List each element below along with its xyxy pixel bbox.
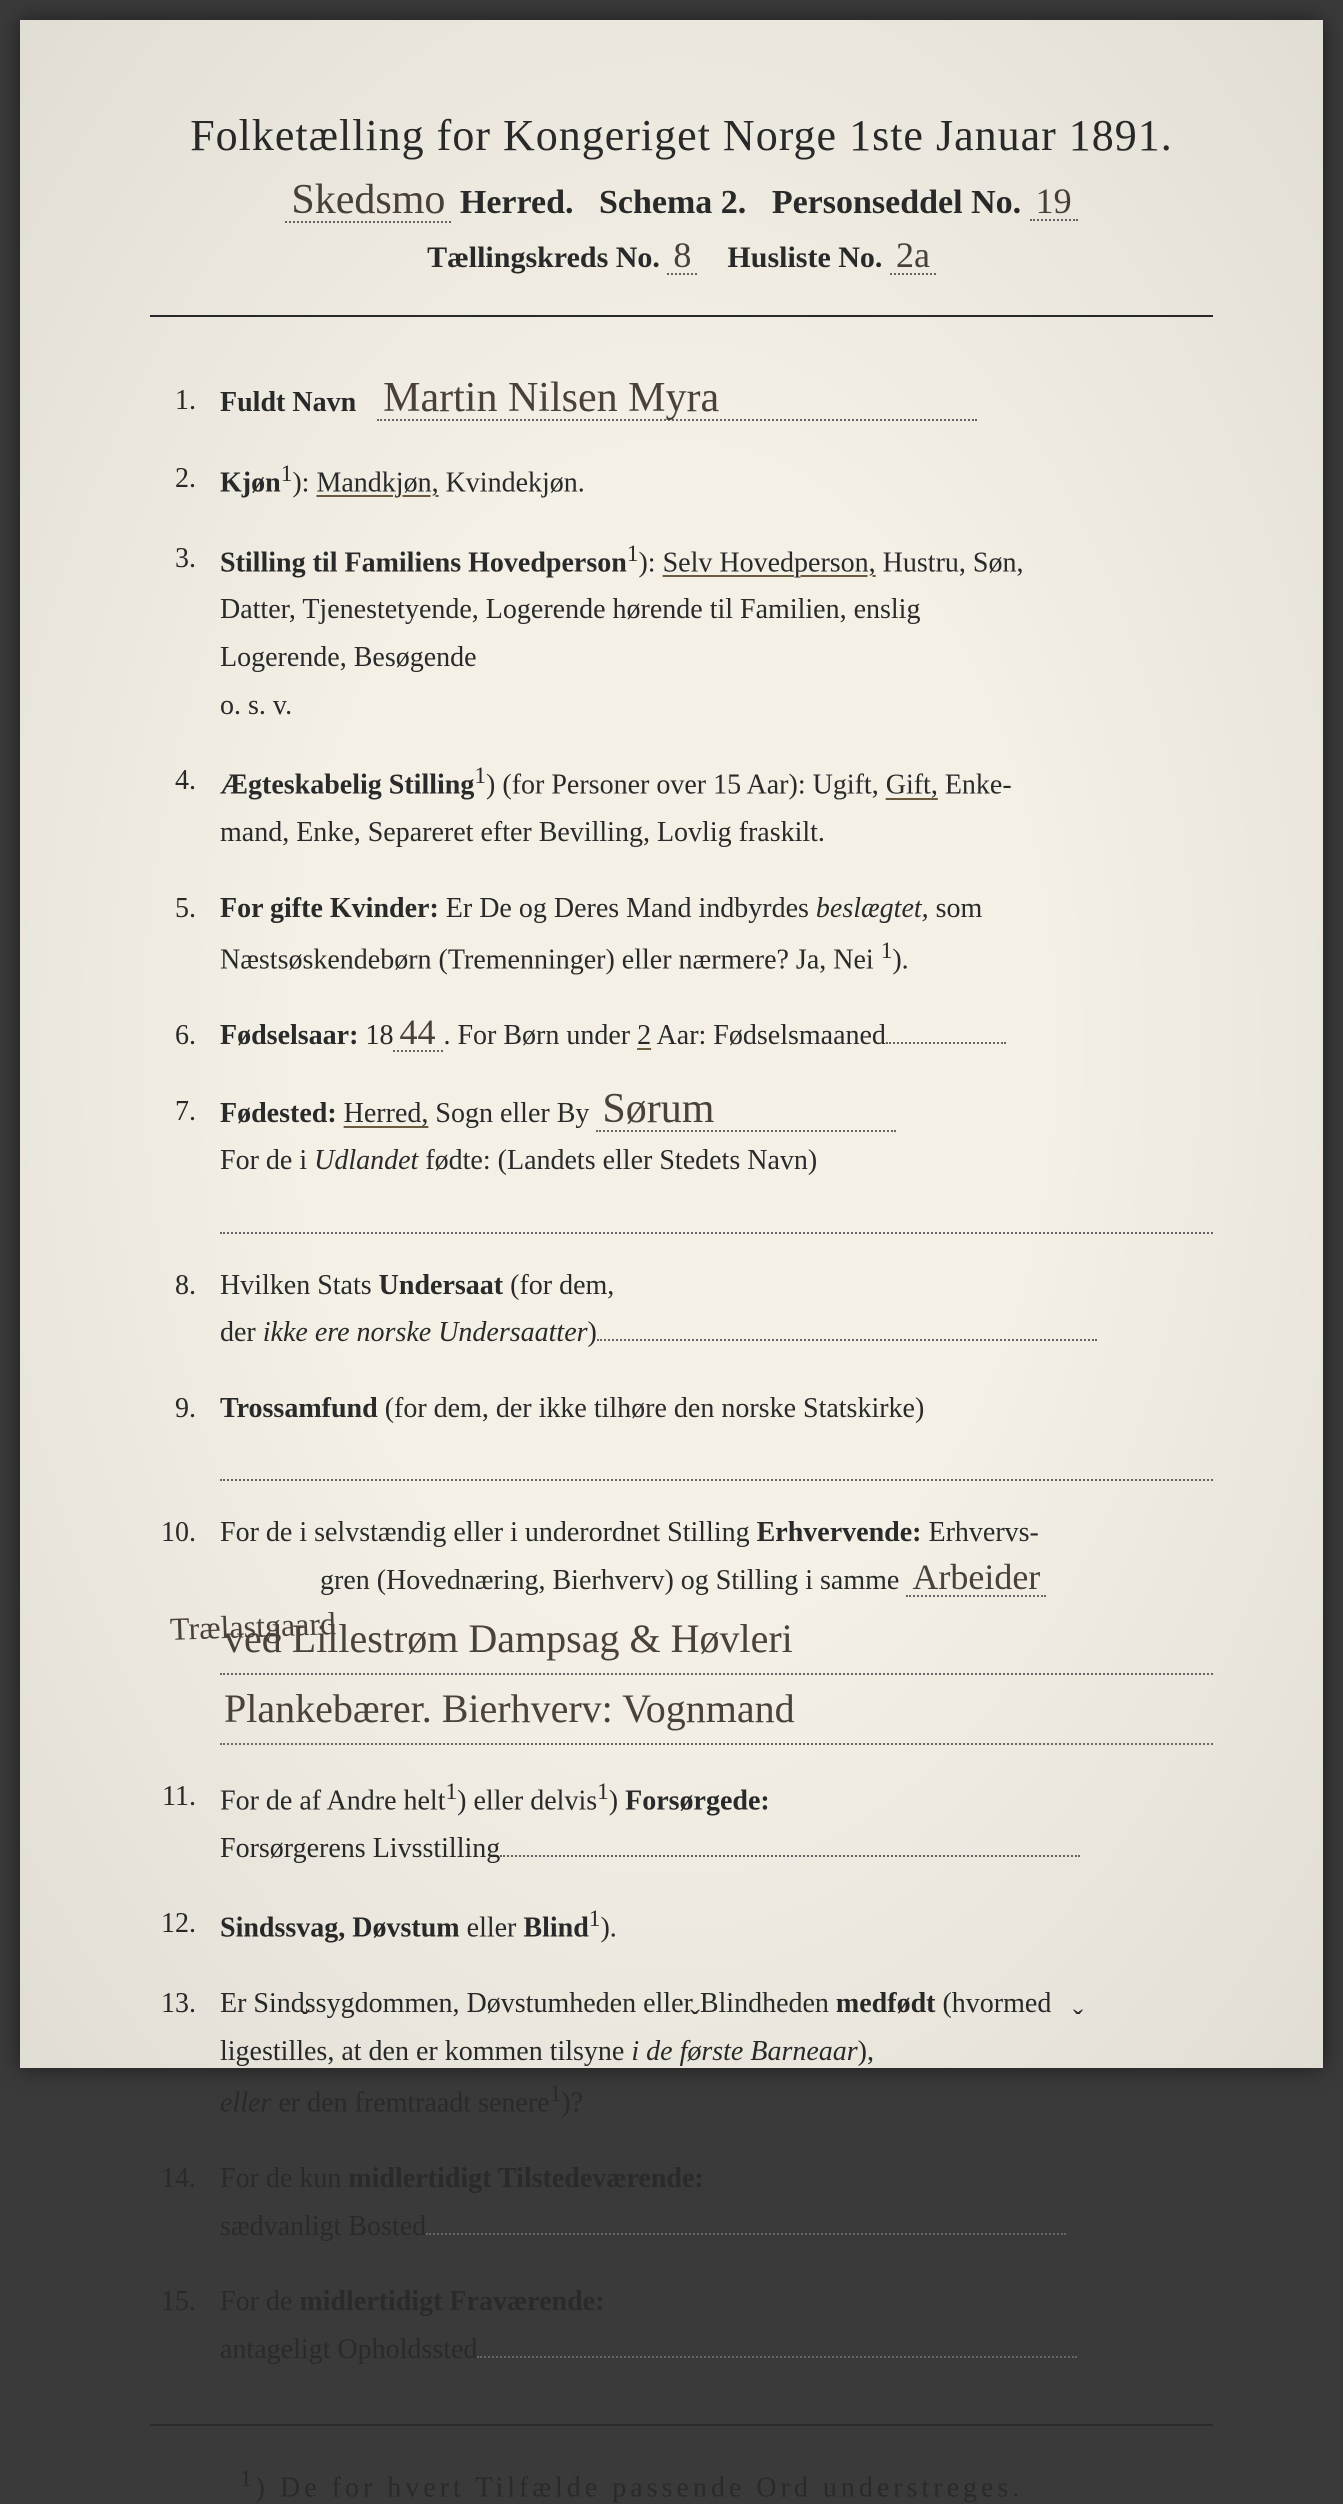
erhverv-value-3: Plankebærer. Bierhverv: Vognmand	[220, 1675, 1213, 1745]
stilling-rest2: Datter, Tjenestetyende, Logerende hørend…	[220, 594, 920, 625]
margin-handwriting: Trælastgaard	[169, 1597, 337, 1657]
stilling-rest4: o. s. v.	[220, 690, 292, 721]
label-close: ):	[292, 467, 309, 498]
footnote: 1) De for hvert Tilfælde passende Ord un…	[150, 2466, 1213, 2504]
header-line-3: Tællingskreds No. 8 Husliste No. 2a	[150, 237, 1213, 275]
stilling-selected: Selv Hovedperson,	[663, 547, 876, 578]
herred-label: Herred.	[460, 184, 574, 221]
item-body: Sindssvag, Døvstum eller Blind1).	[220, 1900, 1213, 1952]
item-number: 3.	[150, 535, 220, 730]
item-number: 13.	[150, 1980, 220, 2127]
footnote-ref: 1	[627, 541, 639, 567]
item-body: For de af Andre helt1) eller delvis1) Fo…	[220, 1773, 1213, 1873]
header-divider	[150, 315, 1213, 317]
erhverv-value-1: Arbeider	[906, 1559, 1046, 1597]
fodested-selected: Herred,	[344, 1098, 429, 1129]
fuldt-navn-value: Martin Nilsen Myra	[377, 377, 977, 421]
item-number: 6.	[150, 1012, 220, 1060]
footnote-ref: 1	[474, 763, 486, 789]
aegteskab-line2: mand, Enke, Separeret efter Bevilling, L…	[220, 817, 825, 848]
fodselsaar-label: Fødselsaar:	[220, 1020, 358, 1051]
kreds-label: Tællingskreds No.	[427, 241, 660, 274]
stilling-rest3: Logerende, Besøgende	[220, 642, 477, 673]
item-body: Kjøn1): Mandkjøn, Kvindekjøn.	[220, 455, 1213, 507]
item-number: 5.	[150, 885, 220, 985]
item-number: 7.	[150, 1088, 220, 1234]
item-body: For gifte Kvinder: Er De og Deres Mand i…	[220, 885, 1213, 985]
item-12: 12. Sindssvag, Døvstum eller Blind1).	[150, 1900, 1213, 1952]
binding-mark-icon: ˇ	[300, 2004, 310, 2038]
stilling-label: Stilling til Familiens Hovedperson	[220, 547, 627, 578]
kjon-label: Kjøn	[220, 467, 281, 498]
gifte-kvinder-label: For gifte Kvinder:	[220, 893, 439, 924]
item-number: 14.	[150, 2155, 220, 2250]
item-8: 8. Hvilken Stats Undersaat (for dem, der…	[150, 1262, 1213, 1357]
item-11: 11. For de af Andre helt1) eller delvis1…	[150, 1773, 1213, 1873]
item-body: Fødested: Herred, Sogn eller By Sørum Fo…	[220, 1088, 1213, 1234]
form-title: Folketælling for Kongeriget Norge 1ste J…	[150, 110, 1213, 161]
item-14: 14. For de kun midlertidigt Tilstedevære…	[150, 2155, 1213, 2250]
item-number: 1.	[150, 377, 220, 427]
item-2: 2. Kjøn1): Mandkjøn, Kvindekjøn.	[150, 455, 1213, 507]
item-body: For de i selvstændig eller i underordnet…	[220, 1509, 1213, 1744]
personseddel-label: Personseddel No.	[772, 184, 1021, 221]
binding-mark-icon: ˇ	[690, 2004, 700, 2038]
item-body: Er Sindssygdommen, Døvstumheden eller Bl…	[220, 1980, 1213, 2127]
footnote-sup: 1	[240, 2466, 256, 2492]
item-body: Fuldt Navn Martin Nilsen Myra	[220, 377, 1213, 427]
stilling-rest1: Hustru, Søn,	[883, 547, 1024, 578]
item-body: For de midlertidigt Fraværende: antageli…	[220, 2278, 1213, 2373]
item-number: 4.	[150, 757, 220, 857]
item-number: 9.	[150, 1385, 220, 1481]
kjon-opt2: Kvindekjøn.	[446, 467, 585, 498]
fodested-value: Sørum	[596, 1088, 896, 1132]
husliste-value: 2a	[890, 237, 936, 275]
item-number: 11.	[150, 1773, 220, 1873]
kreds-value: 8	[667, 237, 697, 275]
item-4: 4. Ægteskabelig Stilling1) (for Personer…	[150, 757, 1213, 857]
herred-value: Skedsmo	[285, 179, 451, 223]
item-9: 9. Trossamfund (for dem, der ikke tilhør…	[150, 1385, 1213, 1481]
erhverv-value-2: ved Lillestrøm Dampsag & Høvleri	[220, 1605, 1213, 1675]
item-6: 6. Fødselsaar: 1844. For Børn under 2 Aa…	[150, 1012, 1213, 1060]
item-13: 13. Er Sindssygdommen, Døvstumheden elle…	[150, 1980, 1213, 2127]
item-body: For de kun midlertidigt Tilstedeværende:…	[220, 2155, 1213, 2250]
fodselsaar-value: 44	[393, 1014, 443, 1052]
personseddel-value: 19	[1030, 183, 1078, 221]
item-3: 3. Stilling til Familiens Hovedperson1):…	[150, 535, 1213, 730]
census-form-page: Folketælling for Kongeriget Norge 1ste J…	[20, 20, 1323, 2068]
item-number: 2.	[150, 455, 220, 507]
item-body: Stilling til Familiens Hovedperson1): Se…	[220, 535, 1213, 730]
husliste-label: Husliste No.	[727, 241, 882, 274]
schema-label: Schema 2.	[599, 184, 746, 221]
item-5: 5. For gifte Kvinder: Er De og Deres Man…	[150, 885, 1213, 985]
fuldt-navn-label: Fuldt Navn	[220, 387, 356, 418]
item-number: 12.	[150, 1900, 220, 1952]
aegteskab-selected: Gift,	[886, 770, 938, 801]
item-body: Hvilken Stats Undersaat (for dem, der ik…	[220, 1262, 1213, 1357]
item-number: 8.	[150, 1262, 220, 1357]
trossamfund-label: Trossamfund	[220, 1393, 378, 1424]
header-line-2: Skedsmo Herred. Schema 2. Personseddel N…	[150, 179, 1213, 223]
item-7: 7. Fødested: Herred, Sogn eller By Sørum…	[150, 1088, 1213, 1234]
form-header: Folketælling for Kongeriget Norge 1ste J…	[150, 110, 1213, 275]
footnote-text: ) De for hvert Tilfælde passende Ord und…	[256, 2472, 1024, 2503]
item-1: 1. Fuldt Navn Martin Nilsen Myra	[150, 377, 1213, 427]
item-body: Trossamfund (for dem, der ikke tilhøre d…	[220, 1385, 1213, 1481]
binding-mark-icon: ˇ	[1073, 2004, 1083, 2038]
footnote-ref: 1	[281, 461, 293, 487]
item-body: Fødselsaar: 1844. For Børn under 2 Aar: …	[220, 1012, 1213, 1060]
item-body: Ægteskabelig Stilling1) (for Personer ov…	[220, 757, 1213, 857]
footer-divider	[150, 2424, 1213, 2426]
item-number: 15.	[150, 2278, 220, 2373]
item-10: 10. For de i selvstændig eller i underor…	[150, 1509, 1213, 1744]
item-15: 15. For de midlertidigt Fraværende: anta…	[150, 2278, 1213, 2373]
fodested-label: Fødested:	[220, 1098, 337, 1129]
aegteskab-label: Ægteskabelig Stilling	[220, 770, 474, 801]
kjon-selected: Mandkjøn,	[316, 467, 438, 498]
